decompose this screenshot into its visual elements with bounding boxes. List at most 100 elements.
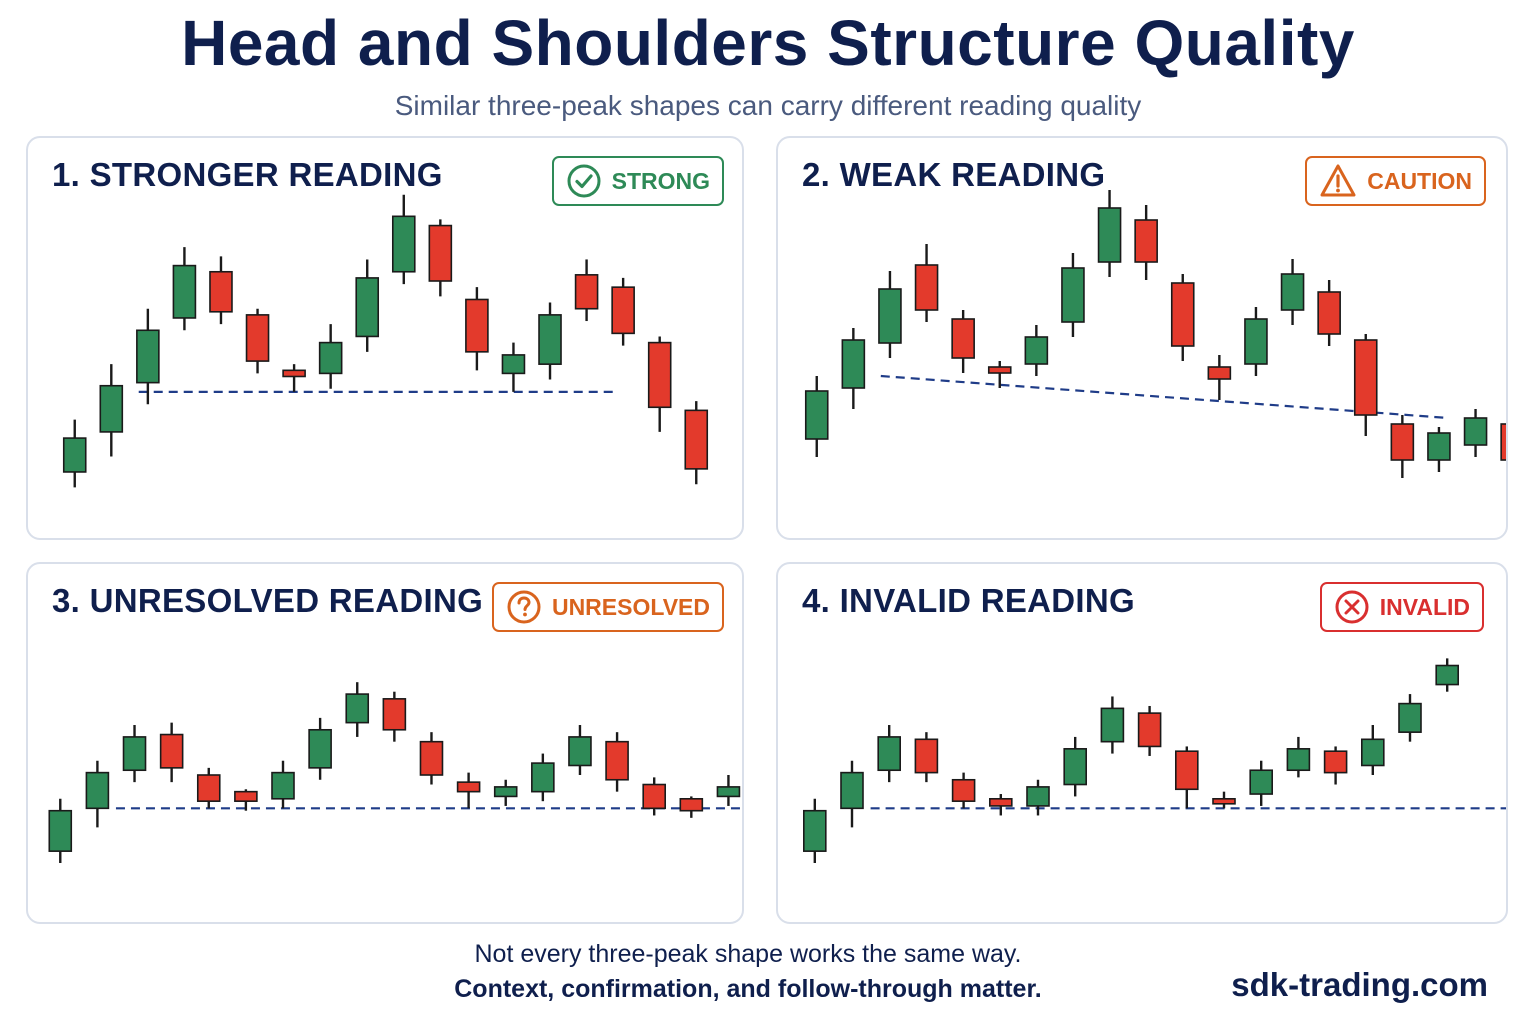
candle <box>840 760 864 828</box>
candle-body-bull <box>878 288 902 344</box>
candle <box>1427 427 1451 472</box>
candle <box>647 336 672 432</box>
candle-body-bear <box>456 781 481 793</box>
candle <box>538 302 562 380</box>
candle-body-bear <box>465 298 489 353</box>
candle-body-bull <box>136 329 160 384</box>
candle-body-bear <box>1500 423 1506 461</box>
candle <box>642 777 667 816</box>
candle-body-bear <box>989 798 1013 807</box>
candle-body-bear <box>647 341 672 409</box>
candle-body-bear <box>684 409 709 470</box>
candle-body-bear <box>574 274 599 310</box>
candle-body-bull <box>308 728 332 769</box>
candle <box>804 376 829 457</box>
candle-body-bear <box>951 778 976 802</box>
candle <box>1323 746 1348 785</box>
candle-body-bull <box>1360 738 1385 767</box>
candle <box>679 796 704 818</box>
candle <box>1435 658 1460 692</box>
candle <box>1134 205 1158 280</box>
candle-body-bull <box>1024 336 1049 365</box>
unresolved-badge: UNRESOLVED <box>491 582 724 632</box>
candle <box>1398 694 1422 742</box>
candle-body-bear <box>209 270 233 313</box>
panel-title: 1. STRONGER READING <box>52 156 443 193</box>
badge-label: STRONG <box>611 167 710 194</box>
candle-body-bull <box>804 390 829 440</box>
candle-body-bear <box>1174 750 1199 791</box>
badge-label: UNRESOLVED <box>551 593 710 620</box>
candle-body-bull <box>716 786 741 798</box>
warning-triangle-icon <box>1320 164 1356 197</box>
candle-body-bull <box>1100 707 1125 743</box>
candle <box>245 308 270 374</box>
invalid-badge: INVALID <box>1319 582 1484 632</box>
candle-body-bull <box>1061 267 1085 323</box>
candle-body-bull <box>1463 417 1488 446</box>
candle <box>914 732 939 783</box>
candle <box>877 725 901 783</box>
candle-body-bull <box>122 736 147 772</box>
candle-body-bull <box>85 771 110 810</box>
candle <box>234 789 258 811</box>
candle <box>172 247 197 331</box>
candle <box>1280 259 1305 325</box>
candle-body-bull <box>62 437 87 473</box>
candle-body-bear <box>914 738 939 774</box>
candle <box>345 682 370 737</box>
candle <box>428 219 453 297</box>
candle <box>308 717 332 780</box>
candle <box>802 798 827 864</box>
candle-body-bear <box>1137 712 1162 748</box>
candle-body-bull <box>48 809 73 852</box>
footer-note: Not every three-peak shape works the sam… <box>474 940 1022 968</box>
candle-body-bear <box>428 224 453 282</box>
candle-body-bull <box>271 771 295 800</box>
candle-body-bear <box>1134 219 1158 263</box>
candle-body-bull <box>531 762 555 793</box>
candle-body-bull <box>1097 207 1122 263</box>
candle <box>465 287 489 371</box>
x-circle-icon <box>1335 590 1369 624</box>
page-subtitle: Similar three-peak shapes can carry diff… <box>394 90 1142 121</box>
candle <box>1317 280 1341 346</box>
candle <box>531 753 555 802</box>
candlestick-chart <box>62 194 709 488</box>
badge-label: CAUTION <box>1367 167 1472 194</box>
candle <box>99 364 124 457</box>
candle <box>318 324 343 389</box>
brand-link[interactable]: sdk-trading.com <box>1231 966 1488 1003</box>
candle-body-bull <box>391 215 416 273</box>
caution-badge: CAUTION <box>1305 156 1486 206</box>
candle <box>419 732 444 785</box>
candle-body-bull <box>568 736 592 767</box>
candle-body-bear <box>987 366 1012 374</box>
candle <box>1360 725 1385 775</box>
neckline <box>880 374 1449 420</box>
candle <box>382 691 407 742</box>
candle-body-bear <box>1212 798 1236 805</box>
candle-body-bear <box>605 740 629 781</box>
candle <box>1244 307 1268 376</box>
candle <box>1026 779 1050 816</box>
candle <box>611 277 635 346</box>
candle <box>1170 274 1195 361</box>
candle-body-bull <box>1249 769 1274 795</box>
panel-title: 4. INVALID READING <box>802 582 1135 619</box>
candle <box>501 342 526 392</box>
candle <box>271 760 295 809</box>
panel-stronger-reading: 1. STRONGER READING STRONG <box>26 136 744 540</box>
candle <box>989 794 1013 816</box>
panel-weak-reading: 2. WEAK READING CAUTION <box>776 136 1508 540</box>
candle <box>196 767 221 809</box>
candle <box>136 308 160 405</box>
candle <box>122 725 147 783</box>
candle-body-bear <box>1207 366 1232 380</box>
strong-badge: STRONG <box>551 156 724 206</box>
panel-invalid-reading: 4. INVALID READING INVALID <box>776 562 1508 924</box>
footer-emphasis: Context, confirmation, and follow-throug… <box>454 975 1042 1003</box>
candle-body-bear <box>914 264 939 311</box>
candle <box>1207 355 1232 400</box>
candle-body-bull <box>345 693 370 724</box>
